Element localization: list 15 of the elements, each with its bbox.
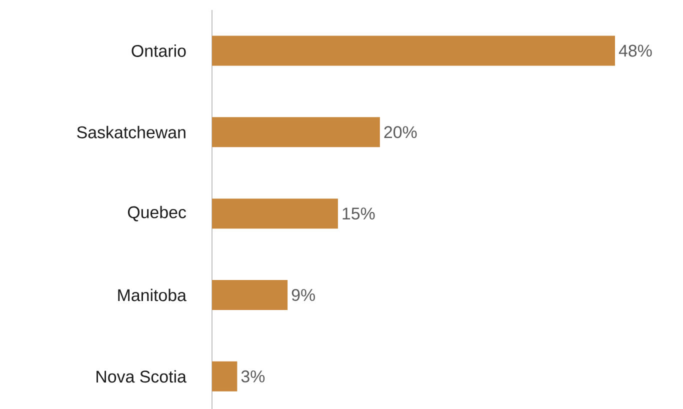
data-label: 48% [618, 44, 652, 57]
data-label: 9% [292, 289, 315, 302]
bar [212, 117, 380, 148]
data-label: 15% [342, 208, 375, 220]
y-tick-label: Saskatchewan [77, 126, 186, 138]
data-label: 20% [384, 126, 417, 138]
bar [212, 361, 238, 392]
bar [212, 198, 338, 229]
y-tick-label: Nova Scotia [96, 370, 186, 383]
bar [212, 36, 616, 66]
data-label: 3% [241, 370, 265, 382]
y-tick-label: Manitoba [118, 288, 186, 302]
y-tick-label: Quebec [128, 206, 186, 222]
bar [212, 280, 288, 310]
y-tick-label: Ontario [132, 44, 186, 57]
